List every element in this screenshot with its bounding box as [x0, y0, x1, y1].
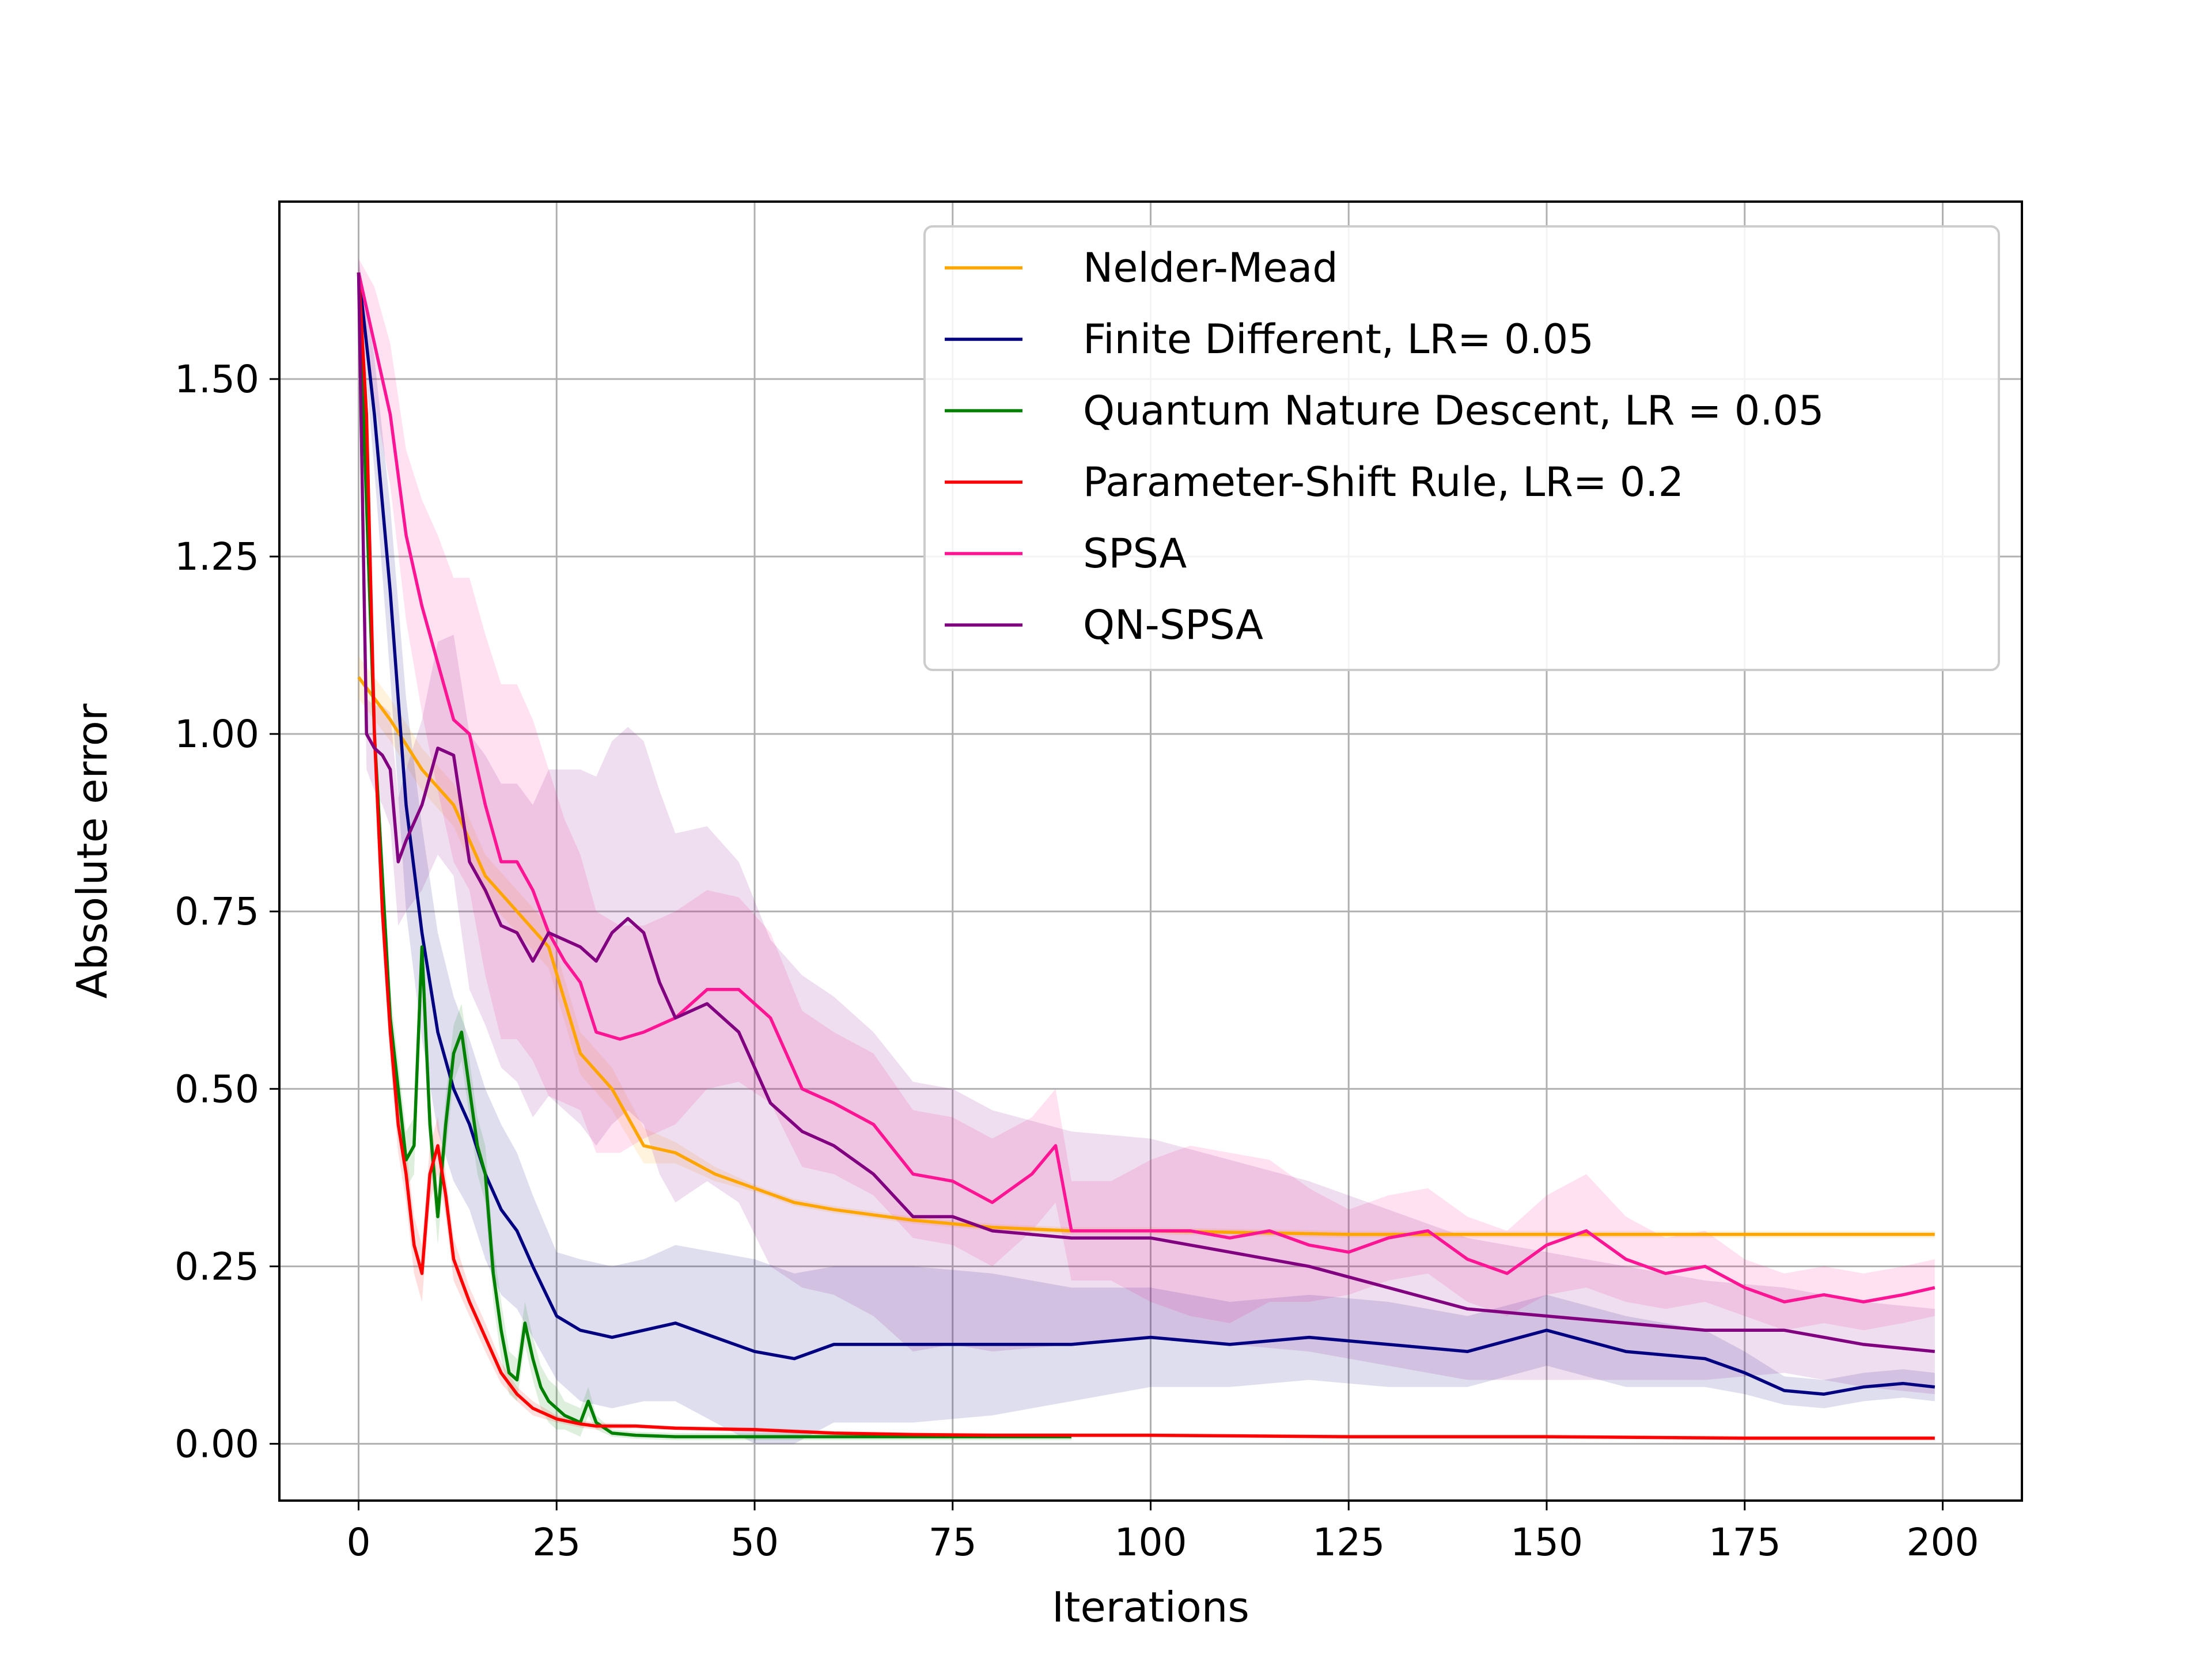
x-axis-title: Iterations [1052, 1583, 1249, 1631]
x-tick-label: 25 [532, 1520, 581, 1565]
axis-ticks: 0 25 50 75 100 125 150 175 200 0.00 0.25 0.50 0.75 1.… [175, 357, 1979, 1565]
finite-different-lr-0-05-line [357, 272, 1936, 1396]
nelder-mead-line [357, 676, 1935, 1236]
y-tick-label: 0.50 [175, 1067, 259, 1111]
legend-label: Parameter-Shift Rule, LR= 0.2 [1083, 459, 1684, 506]
y-tick-label: 1.25 [175, 535, 259, 579]
y-tick-label: 1.00 [175, 712, 259, 756]
legend-label: QN-SPSA [1083, 601, 1263, 649]
x-tick-label: 0 [347, 1520, 371, 1565]
y-tick-label: 0.00 [175, 1422, 259, 1466]
qn-spsa-line [357, 272, 1936, 1353]
x-tick-label: 100 [1115, 1520, 1187, 1565]
x-tick-label: 75 [929, 1520, 977, 1565]
legend-label: SPSA [1083, 530, 1187, 577]
y-tick-label: 0.25 [175, 1244, 259, 1289]
x-tick-label: 200 [1907, 1520, 1979, 1565]
x-tick-label: 175 [1709, 1520, 1781, 1565]
spsa-line [357, 272, 1936, 1304]
legend-label: Quantum Nature Descent, LR = 0.05 [1083, 387, 1824, 434]
y-tick-label: 1.50 [175, 357, 259, 402]
x-tick-label: 150 [1510, 1520, 1583, 1565]
x-tick-label: 50 [730, 1520, 779, 1565]
series-lines [357, 272, 1936, 1440]
legend-label: Nelder-Mead [1083, 244, 1338, 291]
y-tick-label: 0.75 [175, 889, 259, 934]
legend: Nelder-Mead Finite Different, LR= 0.05 Qua… [923, 225, 2000, 671]
qn-spsa-band [358, 258, 1935, 1395]
quantum-nature-descent-lr-0-05-line [357, 272, 1071, 1438]
x-tick-label: 125 [1312, 1520, 1385, 1565]
legend-label: Finite Different, LR= 0.05 [1083, 316, 1594, 363]
legend-box [923, 225, 2000, 671]
y-axis-title: Absolute error [68, 703, 116, 998]
parameter-shift-rule-lr-0-2-line [357, 272, 1935, 1440]
